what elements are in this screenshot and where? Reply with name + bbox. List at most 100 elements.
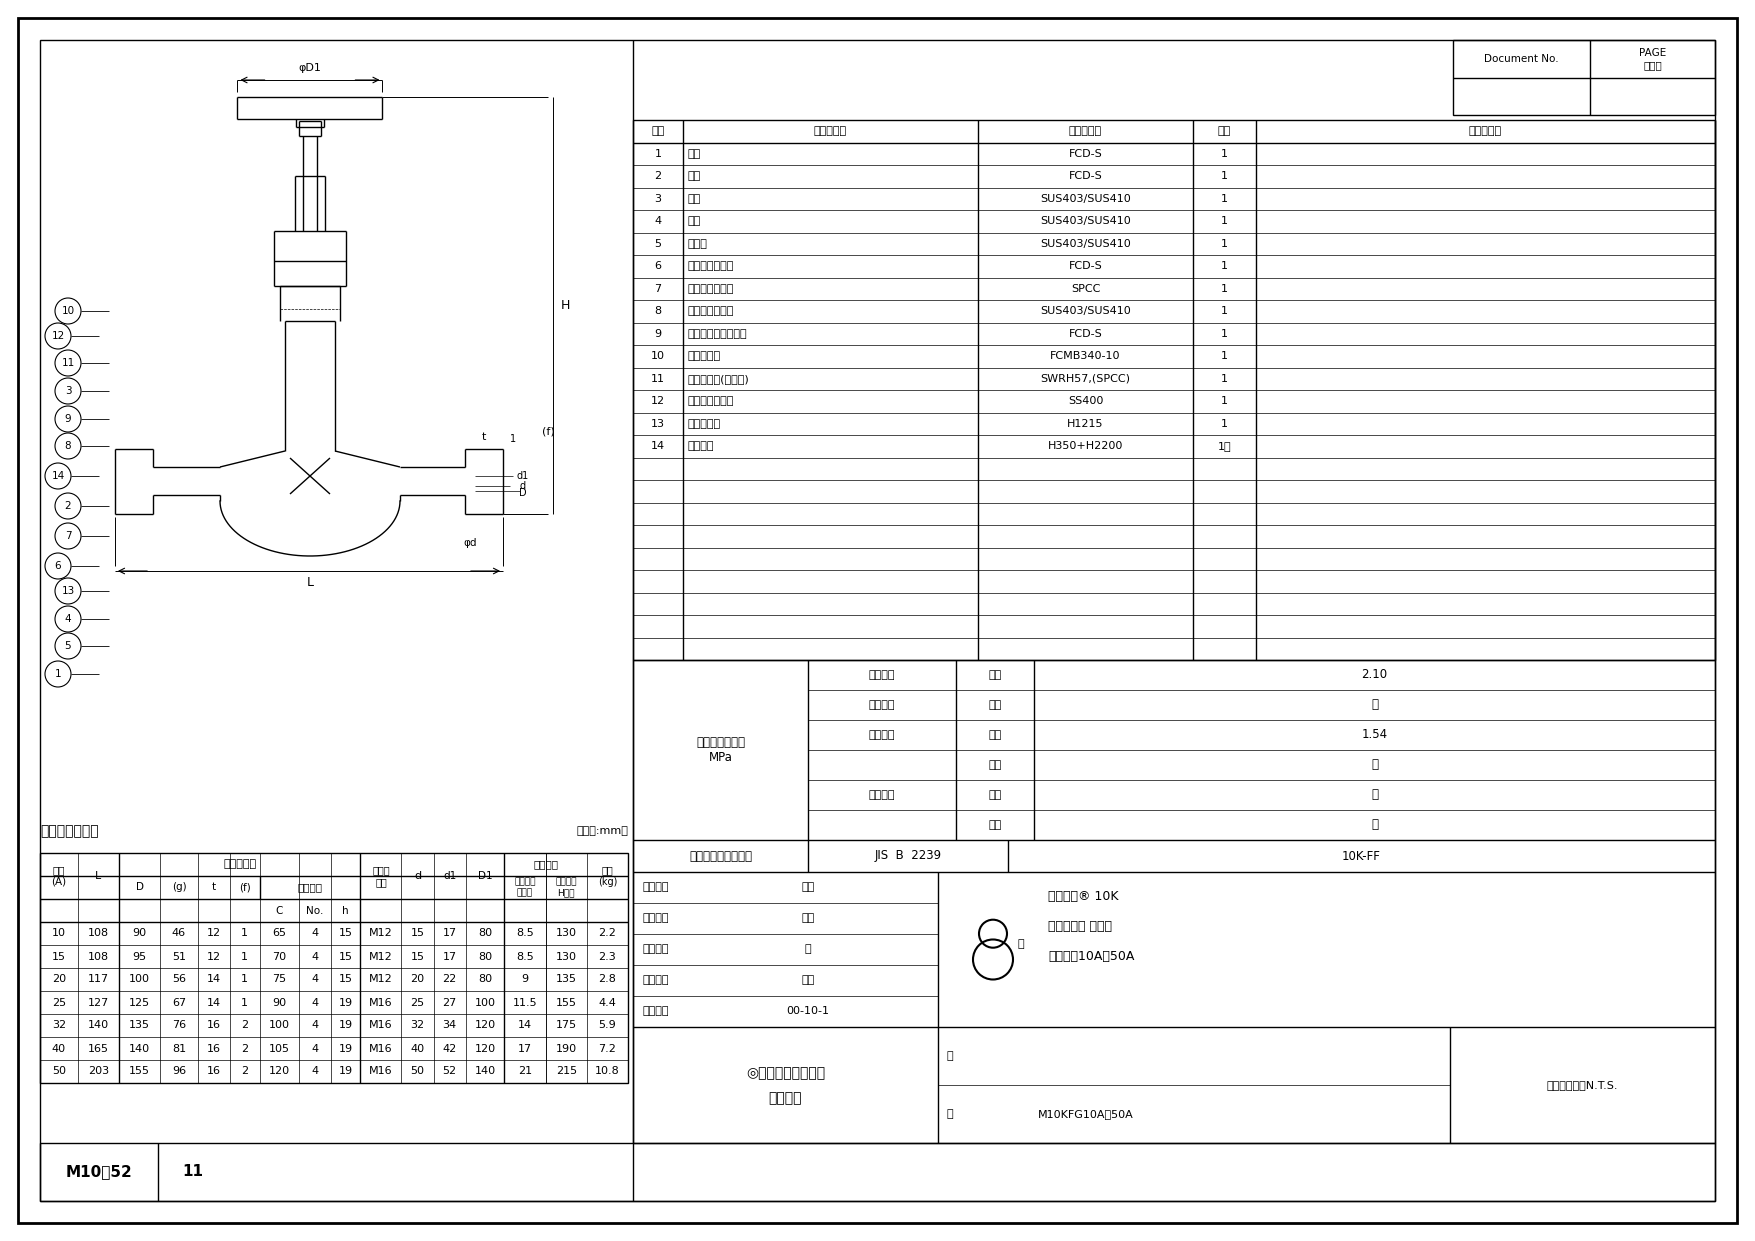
Text: 日　付：: 日 付：: [642, 1006, 669, 1016]
Text: 空圧: 空圧: [988, 759, 1002, 769]
Text: PAGE
ページ: PAGE ページ: [1639, 48, 1665, 69]
Text: 7: 7: [655, 284, 662, 294]
Text: 14: 14: [207, 974, 221, 984]
Text: L: L: [95, 871, 102, 881]
Text: 10: 10: [53, 928, 67, 938]
Bar: [634, 120, 1715, 660]
Text: 12: 12: [207, 952, 221, 962]
Text: d: d: [519, 482, 526, 491]
Text: d1: d1: [518, 472, 528, 482]
Text: 90: 90: [272, 998, 286, 1008]
Text: 3: 3: [655, 194, 662, 204]
Text: 155: 155: [556, 998, 577, 1008]
Text: 20: 20: [411, 974, 425, 984]
Text: 6: 6: [655, 262, 662, 272]
Text: パッキン受け輪: パッキン受け輪: [688, 284, 734, 294]
Text: 古川: 古川: [802, 975, 814, 985]
Text: 1: 1: [1221, 418, 1228, 428]
Text: 155: 155: [130, 1066, 149, 1076]
Text: SUS403/SUS410: SUS403/SUS410: [1041, 238, 1130, 248]
Text: ガスケット: ガスケット: [688, 418, 721, 428]
Text: 51: 51: [172, 952, 186, 962]
Text: 6: 6: [54, 561, 61, 571]
Text: 7: 7: [65, 531, 72, 541]
Text: 56: 56: [172, 974, 186, 984]
Text: －: －: [1371, 758, 1378, 772]
Text: 阪: 阪: [806, 944, 811, 954]
Text: －: －: [1371, 819, 1378, 831]
Text: 90: 90: [132, 928, 147, 938]
Text: 34: 34: [442, 1020, 456, 1030]
Text: 13: 13: [651, 418, 665, 428]
Text: 12: 12: [207, 928, 221, 938]
Text: 65: 65: [272, 928, 286, 938]
Text: 117: 117: [88, 974, 109, 984]
Text: ふた: ふた: [688, 171, 702, 181]
Text: 19: 19: [339, 998, 353, 1008]
Text: 4: 4: [655, 216, 662, 226]
Text: 165: 165: [88, 1044, 109, 1054]
Text: d1: d1: [442, 871, 456, 881]
Text: 11: 11: [183, 1164, 204, 1179]
Bar: [40, 1143, 1715, 1201]
Text: 20: 20: [53, 974, 67, 984]
Text: 16: 16: [207, 1020, 221, 1030]
Text: 1: 1: [1221, 238, 1228, 248]
Text: D: D: [135, 882, 144, 892]
Text: M16: M16: [369, 1020, 393, 1030]
Text: 2: 2: [655, 171, 662, 181]
Text: 1: 1: [1221, 329, 1228, 339]
Text: （単位:mm）: （単位:mm）: [576, 827, 628, 836]
Text: 中川: 中川: [802, 882, 814, 892]
Text: 1: 1: [1221, 284, 1228, 294]
Text: 5: 5: [65, 642, 72, 652]
Text: 19: 19: [339, 1044, 353, 1054]
Text: H350+H2200: H350+H2200: [1048, 442, 1123, 452]
Text: 2: 2: [65, 501, 72, 511]
Text: 17: 17: [442, 928, 456, 938]
Text: 2.8: 2.8: [598, 974, 616, 984]
Text: 番: 番: [946, 1109, 953, 1119]
Text: M16: M16: [369, 1066, 393, 1076]
Text: 弁箱: 弁箱: [688, 149, 702, 159]
Text: 弁座漏れ: 弁座漏れ: [869, 730, 895, 740]
Text: 1: 1: [240, 952, 247, 962]
Text: 2.3: 2.3: [598, 952, 616, 962]
Text: 接　続　部　規　格: 接 続 部 規 格: [690, 850, 751, 862]
Text: M12: M12: [369, 974, 393, 984]
Text: 審　査：: 審 査：: [642, 944, 669, 954]
Text: 弁棒: 弁棒: [688, 194, 702, 204]
Text: φd: φd: [463, 539, 477, 549]
Text: ハンドル車: ハンドル車: [688, 351, 721, 361]
Text: 15: 15: [339, 928, 353, 938]
Text: 備　　　考: 備 考: [1469, 127, 1502, 137]
Text: 75: 75: [272, 974, 286, 984]
Text: 10: 10: [651, 351, 665, 361]
Text: 14: 14: [651, 442, 665, 452]
Text: 50: 50: [53, 1066, 67, 1076]
Text: 127: 127: [88, 998, 109, 1008]
Text: D1: D1: [477, 871, 493, 881]
Text: t: t: [212, 882, 216, 892]
Text: 品　　　名: 品 名: [814, 127, 848, 137]
Text: 水圧: 水圧: [988, 730, 1002, 740]
Text: 19: 19: [339, 1020, 353, 1030]
Text: 11: 11: [651, 374, 665, 383]
Text: 120: 120: [474, 1020, 495, 1030]
Text: －: －: [1371, 788, 1378, 802]
Text: 4.4: 4.4: [598, 998, 616, 1008]
Text: マレブル® 10K: マレブル® 10K: [1048, 891, 1118, 903]
Text: C: C: [276, 906, 283, 916]
Text: 空圧: 空圧: [988, 700, 1002, 710]
Text: 13: 13: [61, 586, 75, 596]
Text: FCD-S: FCD-S: [1069, 149, 1102, 159]
Text: 数量: 数量: [1218, 127, 1230, 137]
Text: （参考）
H全開: （参考） H全開: [556, 877, 577, 897]
Text: 1: 1: [1221, 216, 1228, 226]
Text: 8: 8: [655, 307, 662, 316]
Text: 5: 5: [655, 238, 662, 248]
Text: φD1: φD1: [298, 63, 321, 73]
Text: 9: 9: [65, 414, 72, 424]
Text: ふた押えナット: ふた押えナット: [688, 262, 734, 272]
Text: ◎日立金属株式会社: ◎日立金属株式会社: [746, 1066, 825, 1080]
